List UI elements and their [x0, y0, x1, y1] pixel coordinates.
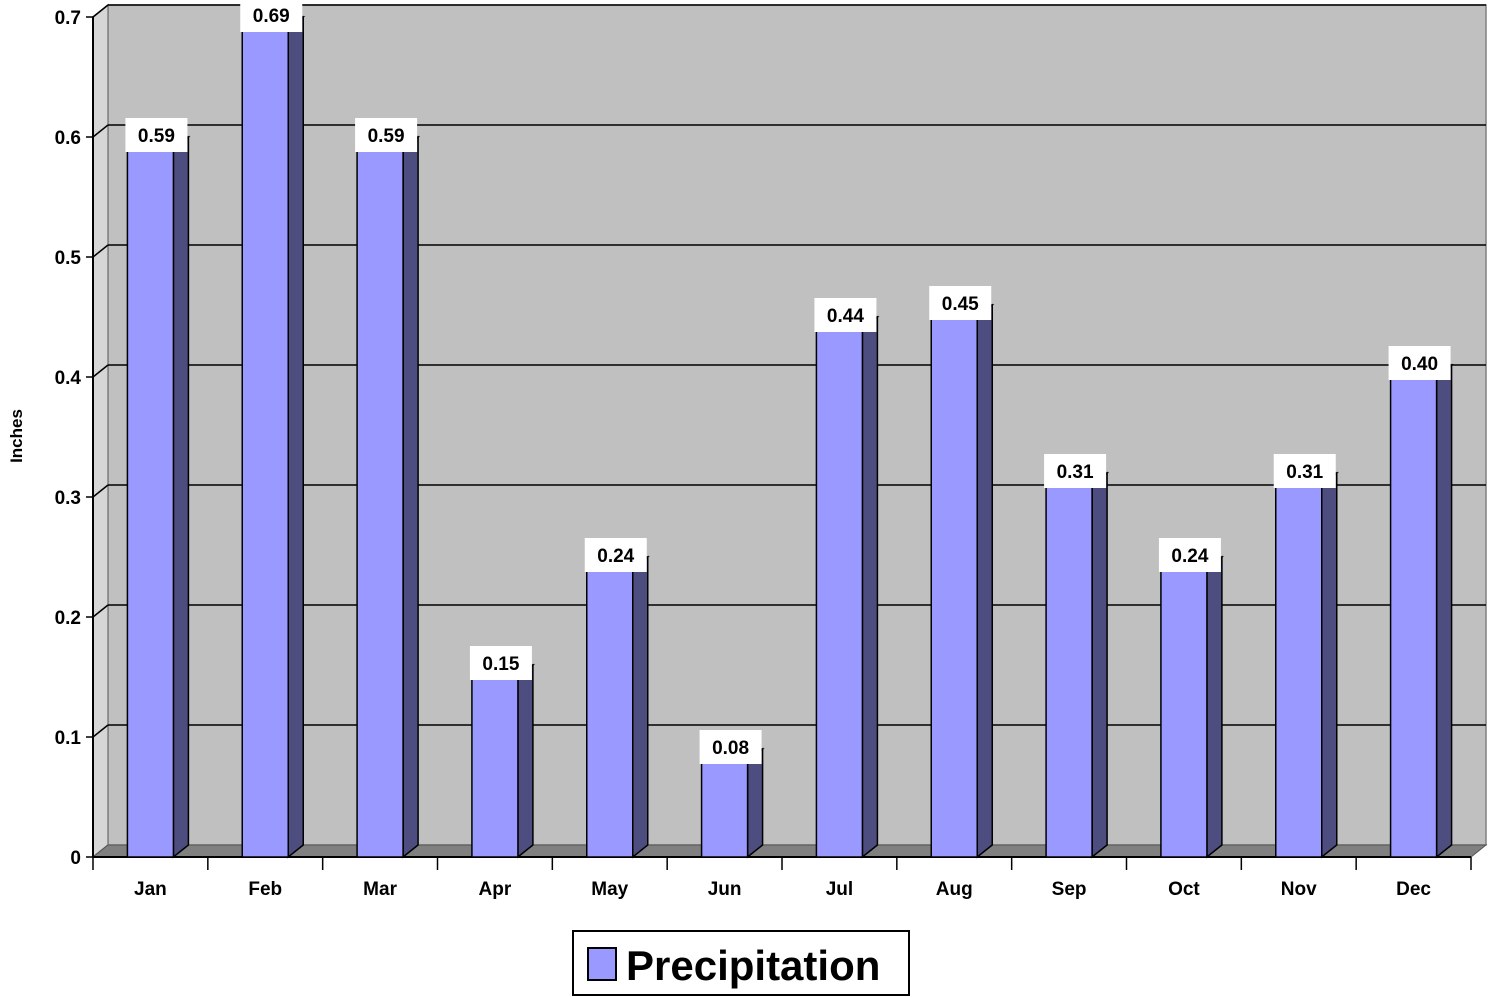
- bar-side: [1092, 473, 1107, 857]
- data-label: 0.59: [355, 118, 417, 152]
- data-label-text: 0.24: [597, 546, 634, 567]
- side-wall: [93, 5, 108, 857]
- bar-front: [931, 317, 977, 857]
- data-label: 0.08: [700, 730, 762, 764]
- data-label: 0.31: [1044, 454, 1106, 488]
- bar-front: [1391, 377, 1437, 857]
- y-axis-title: Inches: [7, 409, 26, 463]
- bar-front: [127, 149, 173, 857]
- y-tick-label: 0.4: [55, 368, 82, 389]
- bar-apr: [472, 665, 533, 857]
- bar-front: [702, 761, 748, 857]
- bar-side: [633, 557, 648, 857]
- data-label: 0.44: [814, 298, 876, 332]
- data-label-text: 0.15: [482, 654, 519, 675]
- data-label-text: 0.45: [942, 294, 979, 315]
- bar-side: [1322, 473, 1337, 857]
- data-label-text: 0.69: [253, 6, 290, 27]
- bar-front: [587, 569, 633, 857]
- bar-front: [1046, 485, 1092, 857]
- y-tick-label: 0.7: [55, 8, 81, 29]
- bar-sep: [1046, 473, 1107, 857]
- data-label-text: 0.59: [368, 126, 405, 147]
- legend-series-name: Precipitation: [626, 942, 880, 989]
- bar-side: [1437, 365, 1452, 857]
- data-label: 0.31: [1274, 454, 1336, 488]
- y-tick-label: 0.1: [55, 728, 82, 749]
- bar-jan: [127, 137, 188, 857]
- bar-side: [1207, 557, 1222, 857]
- bar-side: [862, 317, 877, 857]
- bar-front: [357, 149, 403, 857]
- data-label-text: 0.59: [138, 126, 175, 147]
- data-label: 0.24: [1159, 538, 1221, 572]
- data-label: 0.15: [470, 646, 532, 680]
- x-tick-label: Nov: [1281, 879, 1317, 900]
- data-label-text: 0.08: [712, 738, 749, 759]
- bar-side: [403, 137, 418, 857]
- bar-front: [816, 329, 862, 857]
- x-tick-label: Mar: [363, 879, 397, 900]
- bar-mar: [357, 137, 418, 857]
- y-tick-label: 0.3: [55, 488, 81, 509]
- data-label: 0.45: [929, 286, 991, 320]
- bar-front: [1161, 569, 1207, 857]
- bar-side: [977, 305, 992, 857]
- data-label: 0.59: [125, 118, 187, 152]
- bar-jun: [702, 749, 763, 857]
- bar-side: [173, 137, 188, 857]
- x-tick-label: Oct: [1168, 879, 1200, 900]
- x-tick-label: Jul: [826, 879, 853, 900]
- x-tick-label: Jun: [708, 879, 742, 900]
- bar-front: [1276, 485, 1322, 857]
- data-label-text: 0.31: [1286, 462, 1323, 483]
- y-tick-label: 0.6: [55, 128, 81, 149]
- x-tick-label: Dec: [1396, 879, 1431, 900]
- bar-side: [288, 17, 303, 857]
- legend-swatch: [588, 948, 616, 980]
- x-tick-label: Apr: [479, 879, 512, 900]
- x-tick-label: Jan: [134, 879, 167, 900]
- x-tick-label: May: [591, 879, 628, 900]
- y-tick-label: 0.2: [55, 608, 81, 629]
- data-label-text: 0.31: [1057, 462, 1094, 483]
- legend: Precipitation: [573, 931, 909, 995]
- bar-feb: [242, 17, 303, 857]
- data-label: 0.40: [1389, 346, 1451, 380]
- bar-front: [472, 677, 518, 857]
- y-tick-label: 0.5: [55, 248, 82, 269]
- bar-may: [587, 557, 648, 857]
- data-label-text: 0.24: [1171, 546, 1208, 567]
- data-label-text: 0.44: [827, 306, 864, 327]
- data-label: 0.24: [585, 538, 647, 572]
- y-tick-label: 0: [70, 848, 81, 869]
- data-label: 0.69: [240, 0, 302, 32]
- x-tick-label: Sep: [1052, 879, 1087, 900]
- x-tick-label: Feb: [248, 879, 282, 900]
- bar-side: [518, 665, 533, 857]
- data-label-text: 0.40: [1401, 354, 1438, 375]
- bar-oct: [1161, 557, 1222, 857]
- bar-front: [242, 29, 288, 857]
- bar-dec: [1391, 365, 1452, 857]
- bar-jul: [816, 317, 877, 857]
- bar-side: [748, 749, 763, 857]
- x-tick-label: Aug: [936, 879, 973, 900]
- bar-nov: [1276, 473, 1337, 857]
- bar-aug: [931, 305, 992, 857]
